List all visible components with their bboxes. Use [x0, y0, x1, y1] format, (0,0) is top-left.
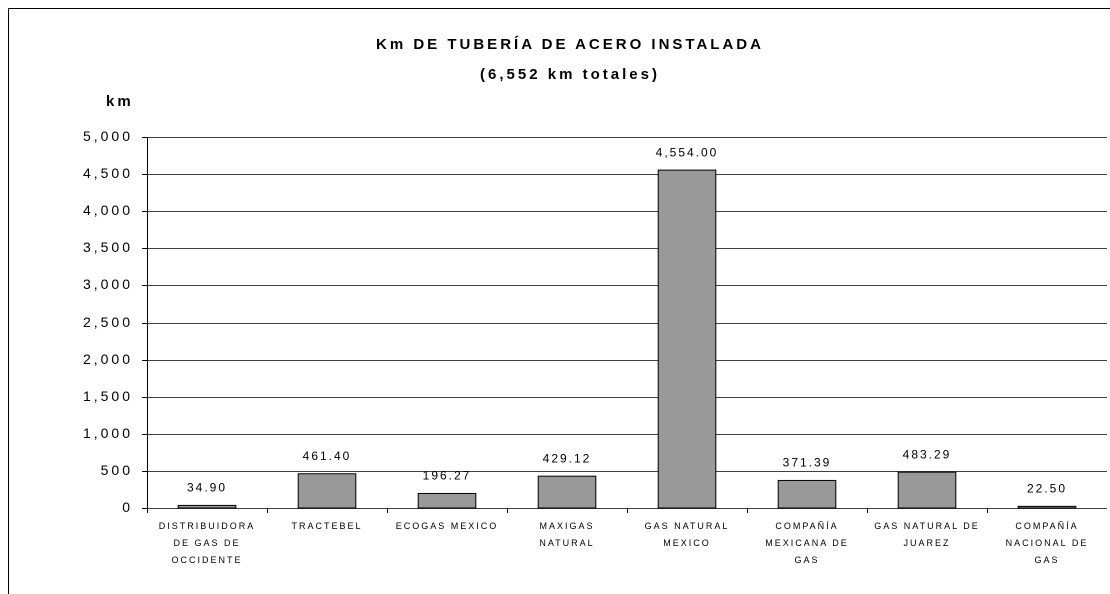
bar [297, 473, 357, 509]
value-label: 22.50 [1027, 482, 1067, 496]
value-label: 429.12 [543, 451, 592, 465]
y-tick-label: 4,000 [83, 202, 133, 218]
bar [897, 471, 957, 509]
value-label: 371.39 [783, 456, 832, 470]
value-label: 4,554.00 [656, 145, 719, 159]
y-tick-label: 1,000 [83, 425, 133, 441]
x-tick-label: GAS NATURAL MEXICO [644, 521, 730, 548]
y-tick-label: 5,000 [83, 128, 133, 144]
bar [1017, 505, 1077, 509]
bar [177, 504, 237, 509]
y-tick-label: 3,500 [83, 239, 133, 255]
x-tick-label: TRACTEBEL [291, 521, 363, 531]
x-tick-label: COMPAÑÍA NACIONAL DE GAS [1005, 521, 1089, 565]
value-label: 196.27 [423, 469, 472, 483]
value-label: 483.29 [903, 447, 952, 461]
y-tick-label: 4,500 [83, 165, 133, 181]
x-tick-label: GAS NATURAL DE JUAREZ [874, 521, 980, 548]
value-label: 461.40 [303, 449, 352, 463]
y-tick-label: 0 [122, 499, 133, 515]
bar [537, 475, 597, 509]
bar [657, 169, 717, 509]
chart-title: Km DE TUBERÍA DE ACERO INSTALADA [376, 36, 764, 53]
x-tick-label: MAXIGAS NATURAL [539, 521, 595, 548]
value-label: 34.90 [187, 481, 227, 495]
x-tick-label: ECOGAS MEXICO [395, 521, 499, 531]
y-tick-label: 2,500 [83, 314, 133, 330]
y-tick-label: 1,500 [83, 388, 133, 404]
y-tick-label: 2,000 [83, 351, 133, 367]
chart-subtitle: (6,552 km totales) [480, 66, 660, 83]
y-tick-label: 3,000 [83, 276, 133, 292]
y-axis-label: km [106, 93, 134, 110]
x-tick-label: COMPAÑÍA MEXICANA DE GAS [765, 521, 849, 565]
bar [777, 479, 837, 509]
y-tick-label: 500 [101, 462, 133, 478]
x-tick-label: DISTRIBUIDORA DE GAS DE OCCIDENTE [158, 521, 256, 565]
bar [417, 492, 477, 509]
